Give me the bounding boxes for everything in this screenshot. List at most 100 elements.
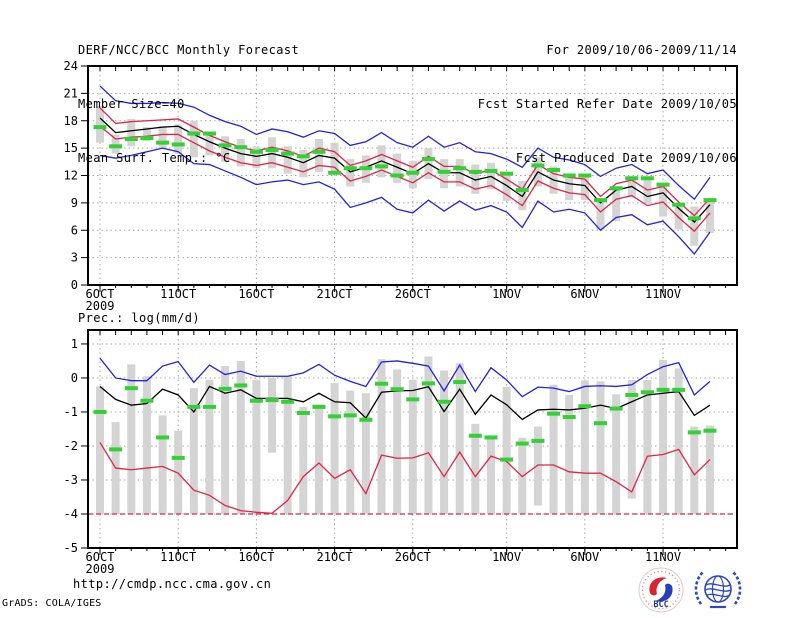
member-spread-bar [268,137,277,169]
member-spread-bar [283,376,292,514]
observation-dash [375,381,389,386]
member-spread-bar [533,426,542,506]
observation-dash [296,410,310,415]
ytick-label: -5 [64,541,78,555]
member-spread-bar [471,164,480,194]
member-spread-bar [127,364,136,514]
observation-dash [375,164,389,169]
ncc-logo-wave-2 [705,588,731,592]
observation-dash [437,169,451,174]
observation-dash [703,198,717,203]
ensemble-min-line [99,442,711,514]
observation-dash [343,166,357,171]
member-spread-bar [299,149,308,178]
ytick-label: 21 [64,86,78,100]
observation-dash [249,398,263,403]
bcc-logo-label: BCC [653,600,668,610]
xtick-label: 11OCT [160,550,196,564]
member-spread-bar [393,369,402,514]
ensemble-max-line [99,357,711,398]
member-spread-bar [252,146,261,169]
member-spread-bar [236,139,245,167]
member-spread-bar [408,379,417,514]
ncc-logo-wreath-left [694,571,704,605]
observation-dash [468,169,482,174]
observation-dash [140,398,154,403]
observation-dash [218,386,232,391]
observation-dashes [93,380,717,462]
axis-ticks [81,65,727,292]
observation-dash [453,166,467,171]
observation-dash [687,216,701,221]
xtick-label: 16OCT [238,550,274,564]
observation-dash [156,140,170,145]
observation-dash [202,131,216,136]
member-spread-bar [236,360,245,514]
member-spread-bar [643,178,652,204]
member-spread-bar [158,126,167,149]
ensemble-min-line [99,147,711,256]
member-spread-bar [189,120,198,158]
member-spread-bar [612,188,621,222]
observation-dash [500,457,514,462]
ensemble-upper-line [99,107,711,217]
observation-dashes [93,125,717,221]
ncc-logo-wave-3 [706,593,730,598]
member-spread-bar [565,394,574,514]
member-spread-bar [252,379,261,514]
member-spread-bar [487,436,495,514]
observation-dash [640,176,654,181]
ytick-label: -4 [64,507,78,521]
member-spread-bar [221,136,230,162]
observation-dash [296,154,310,159]
member-spread-bar [189,388,198,514]
observation-dash [625,392,639,397]
member-spread-bar [377,359,386,514]
observation-dash [390,173,404,178]
member-spread-bar [158,415,167,514]
observation-dash [531,438,545,443]
member-spread-bar [127,118,136,147]
xtick-label: 21OCT [317,550,353,564]
member-size-label: Member Size=40 [78,97,185,111]
observation-dash [625,176,639,181]
observation-dash [484,435,498,440]
observation-dash [156,435,170,440]
observation-dash [234,145,248,150]
member-spread-bar [142,127,151,141]
member-spread-bar [174,124,183,154]
member-spread-bar [471,423,480,514]
observation-dash [406,397,420,402]
observation-dash [421,381,435,386]
observation-dash [109,447,123,452]
observation-dash [593,421,607,426]
xtick-label: 6OCT [86,287,115,301]
ytick-label: 3 [71,251,78,265]
member-spread-bar [330,383,339,514]
ytick-label: 24 [64,59,78,73]
header-left: DERF/NCC/BCC Monthly Forecast Member Siz… [78,5,299,203]
observation-dash [578,404,592,409]
observation-dash [672,202,686,207]
bcc-logo-text-arc [641,570,681,610]
ncc-logo-wreath-right [732,571,742,605]
observation-dash [562,415,576,420]
observation-dash [93,409,107,414]
ncc-logo [692,564,744,614]
member-spread-bar [627,379,636,499]
observation-dash [359,417,373,422]
member-spread-bar [268,377,277,453]
observation-dash [468,433,482,438]
xtick-label: 11NOV [645,287,681,301]
member-spread-bar [690,206,699,246]
header-right: For 2009/10/06-2009/11/14 Fcst Started R… [478,5,737,203]
ytick-label: 18 [64,114,78,128]
bcc-logo-red-swirl [649,577,667,596]
observation-dash [656,387,670,392]
observation-dash [281,399,295,404]
observation-dash [328,414,342,419]
xtick-label: 6NOV [570,287,599,301]
fcst-produced-date-label: Fcst Produced Date 2009/10/06 [515,151,737,165]
